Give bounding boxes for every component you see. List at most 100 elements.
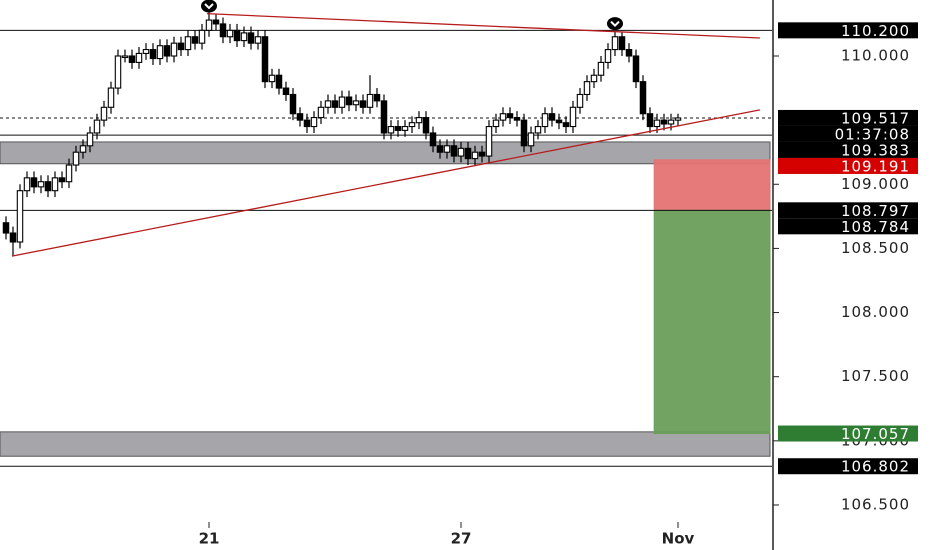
- candle-body: [233, 29, 241, 42]
- price-label: 106.802: [778, 458, 918, 476]
- price-label: 108.797: [778, 202, 918, 220]
- candle-body: [310, 117, 318, 128]
- candle-body: [422, 117, 430, 134]
- candle-body: [198, 29, 206, 44]
- candle-body: [58, 177, 66, 183]
- candle-body: [247, 32, 255, 44]
- countdown-text: 01:37:08: [835, 125, 910, 143]
- candle-body: [23, 177, 31, 192]
- candle-body: [338, 96, 346, 108]
- price-label: 108.784: [778, 218, 918, 236]
- candle-body: [583, 81, 591, 96]
- candle-body: [303, 119, 311, 128]
- candle-body: [485, 125, 493, 157]
- candle-body: [100, 106, 108, 121]
- trendline: [206, 13, 760, 39]
- candle-body: [555, 119, 563, 124]
- price-label-text: 109.191: [841, 157, 910, 175]
- candle-body: [275, 74, 283, 89]
- candle-body: [415, 117, 423, 124]
- candle-body: [464, 147, 472, 160]
- candle-body: [30, 177, 38, 188]
- candle-body: [345, 96, 353, 106]
- pattern-marker: [607, 17, 623, 31]
- candle-body: [2, 222, 10, 234]
- candle-body: [170, 42, 178, 57]
- candle-body: [282, 87, 290, 96]
- candle-body: [289, 93, 297, 115]
- price-label-text: 108.784: [841, 218, 910, 236]
- price-label: 109.191: [778, 157, 918, 175]
- price-label-text: 110.200: [841, 22, 910, 40]
- candle-body: [646, 113, 654, 128]
- candle-body: [429, 132, 437, 147]
- marker-circle: [607, 17, 623, 31]
- candle-body: [142, 49, 150, 54]
- candle-body: [254, 36, 262, 44]
- zone: [0, 431, 771, 457]
- candle-body: [373, 93, 381, 102]
- candle-body: [499, 113, 507, 121]
- y-tick-label: 106.500: [841, 495, 910, 513]
- candle-body: [408, 122, 416, 128]
- price-label-text: 106.802: [841, 458, 910, 476]
- candle-body: [653, 119, 661, 128]
- candle-body: [226, 29, 234, 38]
- price-label-text: 108.797: [841, 202, 910, 220]
- candle-body: [177, 42, 185, 51]
- candle-body: [219, 23, 227, 38]
- price-axis: 110.000 109.000 108.500 108.000 107.500 107.0…: [773, 22, 918, 513]
- candle-body: [562, 122, 570, 128]
- plot-area: 21 27 Nov: [0, 0, 772, 548]
- candle-body: [205, 19, 213, 31]
- candle-body: [639, 81, 647, 115]
- candle-body: [268, 74, 276, 83]
- candle-body: [156, 45, 164, 60]
- y-tick-label: 108.500: [841, 239, 910, 257]
- candle-body: [261, 36, 269, 83]
- candle-body: [618, 36, 626, 51]
- candle-body: [674, 117, 682, 121]
- candle-body: [569, 106, 577, 128]
- countdown-box: [778, 125, 918, 142]
- candle-body: [548, 113, 556, 121]
- candle-body: [478, 151, 486, 157]
- candle-body: [324, 100, 332, 108]
- candle-body: [450, 145, 458, 157]
- candle-body: [527, 132, 535, 147]
- candle-body: [184, 36, 192, 51]
- candle-body: [604, 49, 612, 63]
- marker-chevron: [610, 20, 620, 28]
- candle-body: [296, 113, 304, 121]
- price-label: 109.383: [778, 141, 918, 159]
- price-label-box: [778, 425, 918, 442]
- candle-body: [16, 190, 24, 243]
- candle-body: [359, 100, 367, 108]
- marker-circle: [201, 0, 217, 13]
- candle-body: [331, 100, 339, 108]
- x-tick-label: Nov: [662, 530, 695, 548]
- zone: [0, 141, 771, 165]
- marker-chevron: [204, 3, 214, 10]
- candle-body: [387, 125, 395, 134]
- candle-body: [541, 113, 549, 128]
- candle-body: [93, 119, 101, 134]
- zone: [653, 159, 771, 211]
- candle-body: [114, 55, 122, 89]
- candle-body: [660, 119, 668, 125]
- candle-body: [513, 117, 521, 121]
- candle-body: [457, 147, 465, 157]
- candle-body: [625, 49, 633, 57]
- pattern-marker: [201, 0, 217, 13]
- y-tick-label: 110.000: [841, 46, 910, 64]
- candle-body: [135, 52, 143, 63]
- zone: [653, 209, 771, 435]
- price-label-text: 109.517: [841, 109, 910, 127]
- candle-body: [121, 55, 129, 59]
- candle-body: [191, 36, 199, 44]
- trendline: [11, 109, 761, 257]
- candle-body: [436, 145, 444, 153]
